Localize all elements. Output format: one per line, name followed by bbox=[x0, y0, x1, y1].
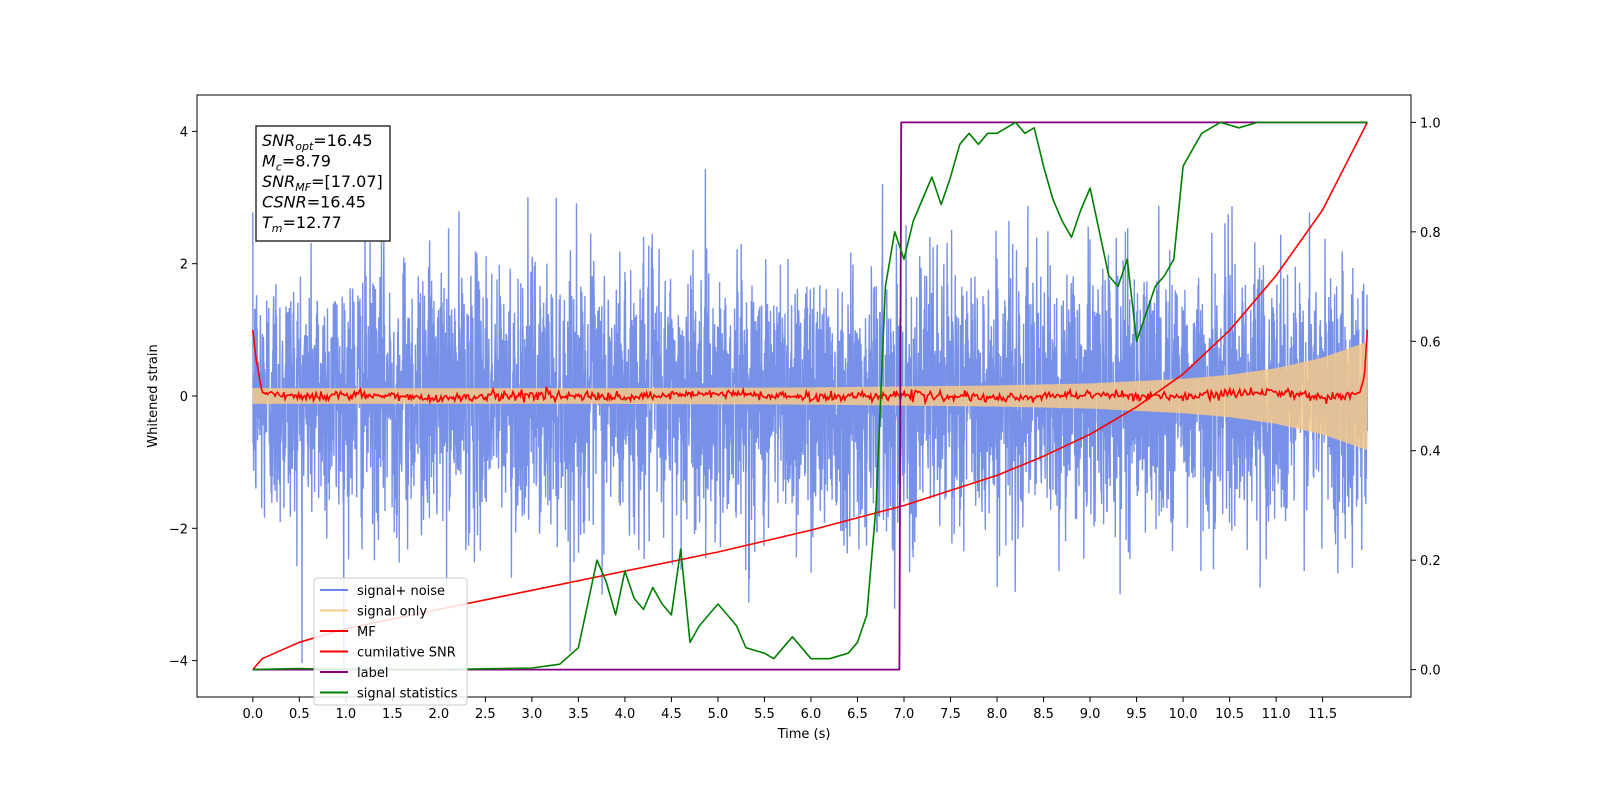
stat-line: SNRopt=16.45 bbox=[262, 131, 373, 153]
series-mf bbox=[252, 329, 1369, 406]
x-tick-label: 5.5 bbox=[754, 707, 775, 722]
series-signal-statistics bbox=[252, 121, 1368, 671]
x-tick-label: 9.0 bbox=[1080, 707, 1101, 722]
x-tick-label: 11.5 bbox=[1308, 707, 1337, 722]
y-right-tick-label: 0.6 bbox=[1420, 335, 1441, 350]
x-tick-label: 10.5 bbox=[1215, 707, 1244, 722]
stat-line: Mc=8.79 bbox=[262, 152, 331, 174]
x-tick-label: 3.0 bbox=[522, 707, 543, 722]
y-right-tick-label: 0.4 bbox=[1420, 445, 1441, 460]
y-right-tick-label: 1.0 bbox=[1420, 116, 1441, 131]
x-tick-label: 0.0 bbox=[242, 707, 263, 722]
axis-ticks: 0.0 0.5 1.0 1.5 2.0 2.5 3.0 3.5 4.0 4.5 5.0 5.5 6.0 6… bbox=[169, 116, 1441, 722]
x-tick-label: 4.5 bbox=[661, 707, 682, 722]
x-tick-label: 10.0 bbox=[1169, 707, 1198, 722]
x-axis-label: Time (s) bbox=[777, 727, 831, 742]
x-tick-label: 8.5 bbox=[1033, 707, 1054, 722]
legend: signal+ noise signal only MF cumilative SNR… bbox=[313, 577, 468, 706]
stat-line: Tm=12.77 bbox=[262, 213, 342, 235]
x-tick-label: 6.5 bbox=[847, 707, 868, 722]
y-left-tick-label: −4 bbox=[169, 655, 188, 670]
legend-entry: cumilative SNR bbox=[357, 646, 456, 661]
x-tick-label: 1.0 bbox=[335, 707, 356, 722]
legend-entry: label bbox=[357, 666, 388, 681]
y-right-tick-label: 0.2 bbox=[1420, 554, 1441, 569]
series-signal-only bbox=[252, 341, 1368, 451]
y-left-tick-label: −2 bbox=[169, 522, 188, 537]
y-right-tick-label: 0.8 bbox=[1420, 226, 1441, 241]
y-left-tick-label: 0 bbox=[180, 390, 188, 405]
x-tick-label: 2.5 bbox=[475, 707, 496, 722]
x-tick-label: 6.0 bbox=[801, 707, 822, 722]
x-tick-label: 7.0 bbox=[894, 707, 915, 722]
y-left-tick-label: 2 bbox=[180, 258, 188, 273]
x-tick-label: 7.5 bbox=[940, 707, 961, 722]
legend-entry: signal statistics bbox=[357, 687, 458, 702]
x-tick-label: 8.0 bbox=[987, 707, 1008, 722]
stat-line: CSNR=16.45 bbox=[262, 193, 366, 212]
series-label bbox=[252, 121, 1368, 671]
x-tick-label: 1.5 bbox=[382, 707, 403, 722]
y-left-tick-label: 4 bbox=[180, 125, 188, 140]
x-tick-label: 3.5 bbox=[568, 707, 589, 722]
x-tick-label: 0.5 bbox=[289, 707, 310, 722]
y-right-tick-label: 0.0 bbox=[1420, 664, 1441, 679]
legend-entry: signal+ noise bbox=[357, 584, 445, 599]
legend-frame bbox=[313, 577, 468, 706]
stat-line: SNRMF=[17.07] bbox=[262, 172, 383, 194]
x-tick-label: 2.0 bbox=[429, 707, 450, 722]
x-tick-label: 11.0 bbox=[1262, 707, 1291, 722]
legend-entry: signal only bbox=[357, 605, 427, 620]
legend-entry: MF bbox=[357, 625, 376, 640]
stats-box: SNRopt=16.45Mc=8.79SNRMF=[17.07]CSNR=16.… bbox=[255, 125, 391, 242]
x-tick-label: 4.0 bbox=[615, 707, 636, 722]
x-tick-label: 9.5 bbox=[1126, 707, 1147, 722]
stats-box-frame bbox=[255, 125, 391, 242]
x-tick-label: 5.0 bbox=[708, 707, 729, 722]
y-axis-label: Whitened strain bbox=[146, 344, 161, 447]
